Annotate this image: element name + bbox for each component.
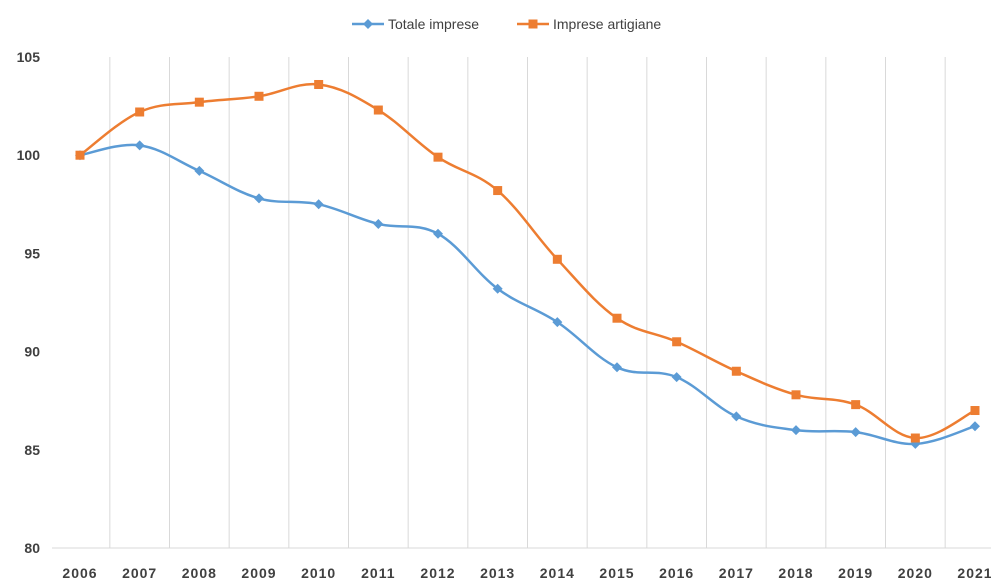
legend-label: Imprese artigiane [553, 16, 661, 32]
x-tick-label: 2011 [361, 565, 395, 579]
data-point-imprese-artigiane [731, 366, 741, 376]
y-tick-label: 105 [17, 49, 41, 65]
data-point-imprese-artigiane [910, 433, 920, 443]
data-point-totale-imprese [552, 317, 563, 328]
x-tick-label: 2021 [957, 565, 991, 579]
x-tick-label: 2012 [420, 565, 455, 579]
x-tick-label: 2006 [62, 565, 97, 579]
x-tick-label: 2020 [898, 565, 933, 579]
x-tick-label: 2015 [599, 565, 634, 579]
x-tick-label: 2018 [778, 565, 813, 579]
data-point-imprese-artigiane [970, 406, 980, 416]
data-point-imprese-artigiane [552, 254, 562, 264]
data-point-totale-imprese [194, 165, 205, 176]
data-point-imprese-artigiane [612, 313, 622, 323]
x-tick-label: 2010 [301, 565, 336, 579]
data-point-totale-imprese [731, 411, 742, 422]
data-point-imprese-artigiane [194, 97, 204, 107]
data-point-imprese-artigiane [493, 186, 503, 196]
data-point-totale-imprese [791, 425, 801, 436]
data-point-imprese-artigiane [135, 107, 145, 117]
x-tick-label: 2007 [122, 565, 157, 579]
x-tick-label: 2019 [838, 565, 873, 579]
data-point-imprese-artigiane [75, 150, 85, 160]
legend-item-totale-imprese: Totale imprese [352, 16, 479, 32]
data-point-imprese-artigiane [433, 152, 443, 162]
y-tick-label: 85 [24, 442, 40, 458]
data-point-imprese-artigiane [373, 105, 383, 115]
data-point-totale-imprese [254, 193, 264, 204]
data-point-totale-imprese [492, 283, 503, 294]
data-point-totale-imprese [134, 140, 145, 151]
data-point-imprese-artigiane [791, 390, 801, 400]
vertical-gridlines [109, 57, 946, 548]
chart-axes: 80 85 90 95 100 105 2006 2007 2008 2009 2010 2011 20… [17, 49, 991, 579]
x-tick-label: 2009 [241, 565, 276, 579]
legend-item-imprese-artigiane: Imprese artigiane [517, 16, 661, 32]
legend-label: Totale imprese [388, 16, 479, 32]
data-point-imprese-artigiane [851, 400, 861, 410]
y-tick-label: 80 [24, 540, 40, 556]
y-tick-label: 100 [17, 147, 41, 163]
series-group [75, 79, 980, 449]
data-point-totale-imprese [850, 427, 861, 438]
y-tick-label: 90 [24, 344, 40, 360]
legend-marker [363, 19, 373, 29]
x-tick-label: 2014 [540, 565, 575, 579]
x-tick-label: 2017 [719, 565, 754, 579]
x-tick-label: 2016 [659, 565, 694, 579]
data-point-totale-imprese [970, 421, 980, 432]
legend: Totale imprese Imprese artigiane [352, 16, 661, 32]
data-point-totale-imprese [671, 372, 682, 383]
data-point-totale-imprese [612, 362, 622, 373]
data-point-imprese-artigiane [314, 79, 324, 89]
data-point-imprese-artigiane [672, 337, 682, 347]
data-point-imprese-artigiane [254, 91, 264, 101]
x-tick-label: 2013 [480, 565, 515, 579]
x-tick-label: 2008 [182, 565, 217, 579]
y-tick-label: 95 [24, 245, 40, 261]
data-point-totale-imprese [433, 228, 443, 239]
data-point-totale-imprese [313, 199, 324, 210]
data-point-totale-imprese [373, 218, 384, 229]
series-line-totale-imprese [79, 143, 976, 446]
series-line-imprese-artigiane [79, 82, 976, 440]
legend-marker [528, 19, 538, 29]
